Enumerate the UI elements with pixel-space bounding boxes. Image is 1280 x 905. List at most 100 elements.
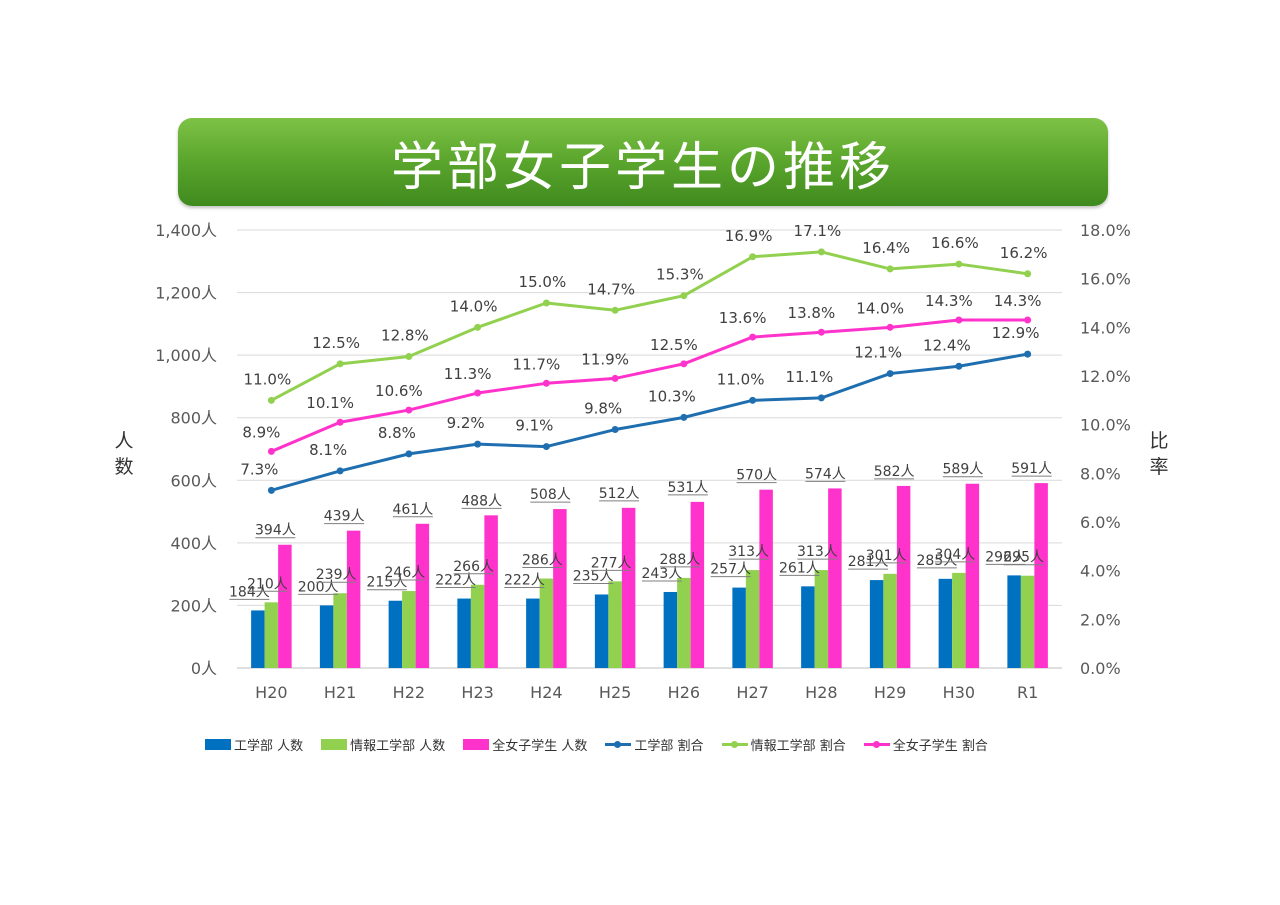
line-point-engineering_line (886, 370, 894, 378)
line-point-all_women_line (955, 316, 963, 324)
legend-item: 工学部 人数 (205, 735, 303, 754)
y-right-tick-label: 18.0% (1080, 221, 1131, 240)
bar-all_women (553, 509, 567, 668)
x-tick-label: H23 (461, 683, 493, 702)
line-data-label: 14.7% (587, 280, 635, 298)
bar-data-label: 591人 (1011, 461, 1052, 477)
line-data-label: 14.0% (450, 297, 498, 315)
line-data-label: 14.3% (925, 292, 973, 310)
bar-engineering (732, 587, 746, 668)
bar-data-label: 239人 (316, 567, 357, 583)
bar-data-label: 286人 (522, 553, 563, 569)
legend-item: 全女子学生 人数 (463, 735, 587, 754)
chart-title: 学部女子学生の推移 (390, 137, 895, 198)
line-point-info_line (886, 265, 894, 273)
bar-data-label: 222人 (435, 573, 476, 589)
line-point-engineering_line (267, 486, 275, 494)
bar-data-label: 304人 (935, 547, 976, 563)
bar-engineering (594, 594, 609, 668)
line-data-label: 12.1% (854, 344, 902, 362)
line-data-label: 12.8% (381, 327, 429, 345)
bar-data-label: 295人 (1003, 550, 1044, 566)
y-left-tick-label: 800人 (170, 409, 217, 428)
bar-data-label: 210人 (247, 576, 288, 592)
line-data-label: 17.1% (794, 222, 842, 240)
bar-all_women (690, 501, 705, 668)
line-point-all_women_line (749, 333, 757, 341)
bar-info_engineering (264, 602, 279, 668)
line-data-label: 16.4% (862, 239, 910, 257)
line-data-label: 8.8% (378, 424, 416, 442)
bar-data-label: 488人 (461, 493, 502, 509)
bar-all_women (896, 485, 911, 668)
legend-swatch (321, 739, 348, 750)
line-point-engineering_line (474, 440, 482, 448)
bar-info_engineering (952, 572, 966, 668)
x-tick-label: R1 (1017, 683, 1038, 702)
y-right-axis-label-char: 率 (1149, 456, 1169, 478)
bar-data-label: 508人 (530, 487, 571, 503)
bar-data-label: 215人 (367, 575, 408, 591)
line-data-label: 8.1% (309, 441, 347, 459)
line-data-label: 13.8% (788, 304, 836, 322)
y-right-tick-label: 12.0% (1080, 367, 1131, 386)
line-data-label: 14.3% (994, 292, 1042, 310)
legend-item: 情報工学部 人数 (321, 735, 445, 754)
bar-engineering (1007, 575, 1021, 668)
line-data-label: 12.5% (312, 334, 360, 352)
y-left-axis-label-char: 人 (114, 430, 134, 452)
bar-all_women (484, 515, 498, 668)
line-point-engineering_line (955, 362, 963, 370)
bar-data-label: 301人 (866, 548, 907, 564)
x-tick-label: H21 (324, 683, 356, 702)
bar-info_engineering (470, 584, 485, 668)
line-data-label: 11.9% (581, 350, 629, 368)
bar-data-label: 243人 (642, 566, 683, 582)
bar-all_women (346, 530, 361, 668)
line-point-info_line (817, 248, 825, 256)
legend-label: 情報工学部 人数 (350, 739, 446, 754)
bar-all_women (278, 544, 292, 668)
bar-data-label: 296人 (985, 549, 1026, 565)
line-data-label: 13.6% (719, 309, 767, 327)
title-banner: 学部女子学生の推移 (178, 118, 1108, 206)
x-tick-label: H20 (255, 683, 287, 702)
line-point-info_line (611, 306, 619, 314)
line-point-all_women_line (1024, 316, 1032, 324)
line-point-all_women_line (611, 374, 619, 382)
y-right-axis-label: 比 率 (1148, 428, 1170, 480)
line-data-label: 14.0% (856, 299, 904, 317)
legend-label: 情報工学部 割合 (750, 739, 846, 754)
bar-data-label: 266人 (453, 559, 494, 575)
bar-all_women (621, 507, 636, 668)
line-point-info_line (267, 396, 275, 404)
line-data-label: 11.0% (717, 370, 765, 388)
line-all_women_line (270, 318, 1028, 453)
bar-info_engineering (539, 578, 554, 668)
bar-data-label: 277人 (591, 555, 632, 571)
y-left-axis-label-char: 数 (114, 456, 134, 478)
line-data-label: 9.1% (515, 417, 553, 435)
line-point-all_women_line (886, 323, 894, 331)
bar-engineering (801, 586, 815, 668)
legend-swatch (463, 739, 490, 750)
line-engineering_line (270, 352, 1028, 492)
legend-label: 全女子学生 割合 (892, 739, 988, 754)
bar-data-label: 235人 (573, 568, 614, 584)
y-right-tick-label: 0.0% (1080, 659, 1121, 678)
x-tick-label: H29 (874, 683, 906, 702)
bar-all_women (1034, 483, 1048, 668)
bar-data-label: 531人 (668, 480, 709, 496)
line-data-label: 12.9% (992, 324, 1040, 342)
line-data-label: 16.6% (931, 234, 979, 252)
legend-swatch (721, 739, 748, 750)
line-point-all_women_line (542, 379, 550, 387)
y-left-tick-label: 0人 (191, 659, 217, 678)
bar-data-label: 184人 (229, 584, 270, 600)
line-point-info_line (474, 323, 482, 331)
y-left-axis-label: 人 数 (113, 428, 135, 480)
line-point-info_line (336, 360, 344, 368)
line-data-label: 11.7% (513, 355, 561, 373)
bar-info_engineering (333, 593, 347, 668)
